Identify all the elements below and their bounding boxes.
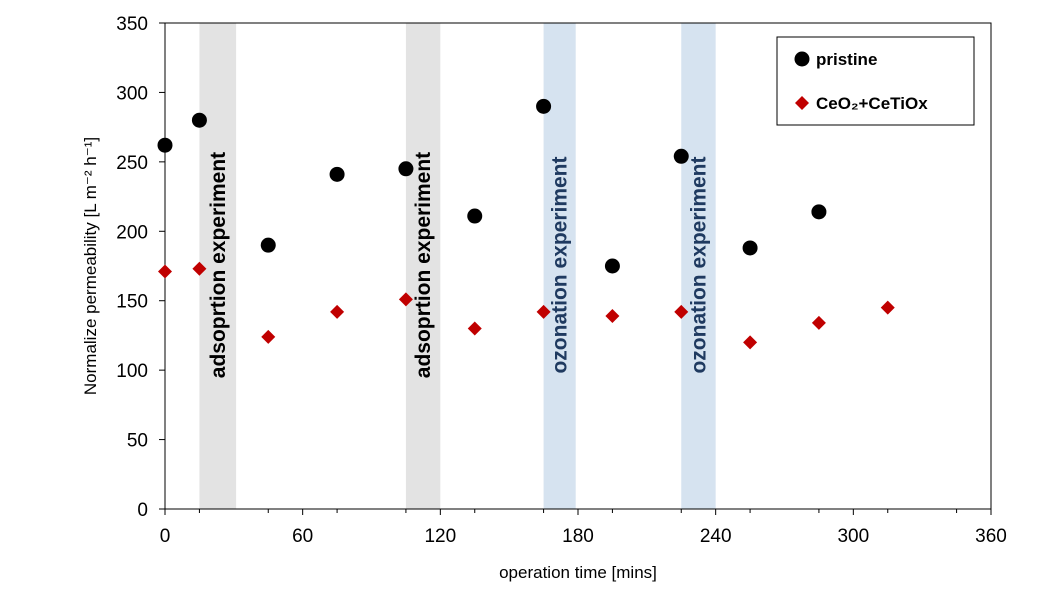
band-0 (199, 23, 237, 509)
y-tick-label: 100 (116, 361, 148, 382)
y-tick-label: 150 (116, 292, 148, 313)
point-pristine (157, 137, 173, 153)
y-tick-label: 250 (116, 153, 148, 174)
band-3 (681, 23, 716, 509)
point-ceo2-cetiox (467, 321, 482, 336)
point-ceo2-cetiox (811, 315, 826, 330)
point-ceo2-cetiox (261, 329, 276, 344)
y-axis-title: Normalize permeability [L m⁻² h⁻¹] (81, 137, 100, 395)
experiment-bands: adsoprtion experiment adsoprtion experime… (199, 23, 716, 509)
point-ceo2-cetiox (880, 300, 895, 315)
x-axis-title: operation time [mins] (499, 563, 657, 582)
legend-label-pristine: pristine (816, 50, 877, 69)
point-pristine (398, 161, 414, 177)
point-ceo2-cetiox (743, 335, 758, 350)
point-ceo2-cetiox (536, 304, 551, 319)
band-label-3: ozonation experiment (687, 156, 710, 373)
point-pristine (536, 98, 552, 114)
x-tick-label: 180 (562, 526, 594, 547)
point-ceo2-cetiox (674, 304, 689, 319)
x-tick-label: 60 (292, 526, 313, 547)
band-label-1: adsoprtion experiment (412, 152, 435, 378)
y-tick-label: 300 (116, 83, 148, 104)
band-1 (405, 23, 441, 509)
axis-ticks: 0 60 120 180 240 300 360 0 50 100 150 200 250 300 350 (116, 14, 1007, 547)
legend-label-ceo2-cetiox: CeO₂+CeTiOx (816, 94, 928, 113)
point-pristine (467, 208, 483, 224)
y-tick-label: 0 (137, 500, 148, 521)
x-tick-label: 300 (837, 526, 869, 547)
point-pristine (742, 240, 758, 256)
y-tick-label: 350 (116, 14, 148, 35)
data-points (157, 98, 895, 350)
band-label-0: adsoprtion experiment (207, 152, 230, 378)
x-tick-label: 0 (160, 526, 171, 547)
y-tick-label: 200 (116, 222, 148, 243)
legend-box (776, 36, 975, 126)
x-tick-label: 360 (975, 526, 1007, 547)
point-ceo2-cetiox (398, 292, 413, 307)
x-tick-label: 120 (424, 526, 456, 547)
point-pristine (260, 237, 276, 253)
x-tick-label: 240 (700, 526, 732, 547)
point-pristine (811, 204, 827, 220)
y-tick-label: 50 (127, 431, 148, 452)
point-pristine (604, 258, 620, 274)
point-ceo2-cetiox (192, 261, 207, 276)
band-label-2: ozonation experiment (549, 156, 572, 373)
point-ceo2-cetiox (158, 264, 172, 279)
legend-marker-pristine (794, 51, 810, 67)
point-pristine (673, 148, 689, 164)
legend-marker-ceo2-cetiox (795, 96, 809, 110)
legend: pristine CeO₂+CeTiOx (776, 36, 975, 126)
point-ceo2-cetiox (330, 304, 345, 319)
point-pristine (191, 112, 207, 128)
point-ceo2-cetiox (605, 308, 620, 323)
point-pristine (329, 166, 345, 182)
